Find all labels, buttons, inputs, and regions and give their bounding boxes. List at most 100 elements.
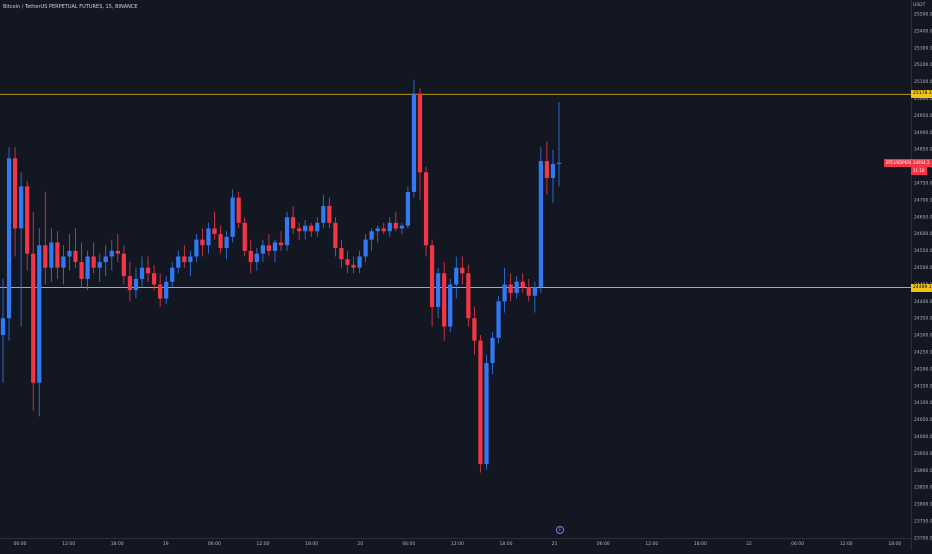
candle-body[interactable] (502, 284, 507, 302)
candle-body[interactable] (417, 93, 423, 173)
candle-body[interactable] (327, 205, 332, 223)
candle-body[interactable] (230, 197, 235, 237)
candle-body[interactable] (454, 267, 459, 285)
candle-body[interactable] (532, 287, 537, 296)
candle-body[interactable] (448, 284, 453, 327)
candle-body[interactable] (333, 222, 338, 249)
candle-body[interactable] (514, 281, 519, 293)
candle-body[interactable] (478, 340, 483, 465)
candle-body[interactable] (242, 222, 247, 251)
candle-body[interactable] (339, 248, 344, 260)
candle-body[interactable] (260, 245, 265, 254)
candle-body[interactable] (182, 256, 187, 263)
candle-body[interactable] (393, 222, 398, 229)
candle-body[interactable] (49, 242, 54, 268)
candle-body[interactable] (466, 273, 471, 319)
candle-body[interactable] (127, 276, 133, 291)
candle-body[interactable] (25, 186, 30, 254)
y-tick-label: 24900.0 (914, 130, 932, 136)
event-marker-icon[interactable]: E (556, 526, 564, 534)
candle-body[interactable] (194, 239, 199, 257)
candle-body[interactable] (538, 161, 543, 288)
candle-body[interactable] (206, 228, 211, 246)
candle-body[interactable] (460, 267, 465, 274)
candle-body[interactable] (484, 363, 489, 465)
candle-body[interactable] (218, 234, 223, 249)
candle-body[interactable] (297, 228, 302, 232)
candle-body[interactable] (37, 245, 42, 383)
candle-body[interactable] (508, 284, 513, 293)
candle-body[interactable] (236, 197, 241, 223)
candle-body[interactable] (520, 281, 525, 288)
candle-body[interactable] (345, 259, 350, 265)
candle-body[interactable] (411, 93, 417, 192)
candle-body[interactable] (363, 239, 368, 257)
candle-body[interactable] (303, 225, 308, 232)
candle-body[interactable] (91, 256, 96, 268)
candle-body[interactable] (31, 253, 36, 383)
candle-body[interactable] (73, 250, 78, 263)
candle-body[interactable] (248, 250, 253, 263)
candle-body[interactable] (158, 284, 163, 299)
candle-body[interactable] (375, 228, 380, 232)
candle-body[interactable] (43, 245, 48, 268)
candle-body[interactable] (423, 172, 429, 246)
y-tick-label: 24750.0 (914, 181, 932, 187)
candle-body[interactable] (212, 228, 217, 235)
candle-body[interactable] (97, 262, 102, 268)
candle-body[interactable] (188, 256, 193, 263)
candle-body[interactable] (79, 262, 84, 279)
candle-body[interactable] (164, 281, 169, 299)
candle-body[interactable] (145, 267, 151, 274)
candle-body[interactable] (369, 231, 374, 240)
candle-body[interactable] (381, 228, 386, 232)
candle-body[interactable] (526, 287, 531, 296)
candle-body[interactable] (315, 222, 320, 232)
candle-body[interactable] (19, 186, 24, 229)
candle-body[interactable] (278, 242, 284, 246)
candle-body[interactable] (121, 253, 126, 277)
candle-body[interactable] (490, 337, 495, 364)
candle-body[interactable] (67, 250, 72, 257)
candle-body[interactable] (436, 273, 441, 307)
candle-body[interactable] (61, 256, 66, 268)
candle-body[interactable] (176, 256, 181, 268)
candle-body[interactable] (115, 250, 120, 254)
candle-body[interactable] (351, 264, 356, 268)
time-axis-border (0, 538, 911, 539)
candle-body[interactable] (550, 163, 556, 178)
candle-body[interactable] (496, 301, 501, 338)
candle-body[interactable] (266, 245, 272, 251)
candle-body[interactable] (556, 162, 562, 164)
candle-body[interactable] (442, 273, 447, 327)
candle-body[interactable] (151, 273, 157, 285)
candle-body[interactable] (399, 225, 404, 229)
candle-body[interactable] (284, 217, 290, 246)
candle-body[interactable] (0, 318, 6, 336)
candle-body[interactable] (103, 256, 108, 263)
candle-body[interactable] (309, 225, 314, 232)
candle-body[interactable] (200, 239, 205, 246)
candle-body[interactable] (109, 250, 114, 257)
candle-body[interactable] (544, 161, 550, 178)
candle-body[interactable] (139, 267, 145, 279)
candle-body[interactable] (6, 158, 12, 319)
candle-body[interactable] (357, 256, 362, 268)
candle-body[interactable] (429, 245, 435, 307)
candle-body[interactable] (170, 267, 175, 282)
candle-body[interactable] (224, 236, 229, 249)
candle-body[interactable] (133, 278, 139, 291)
x-tick-label: 18:00 (500, 541, 513, 547)
candle-body[interactable] (254, 253, 259, 263)
candle-body[interactable] (290, 217, 296, 229)
candle-body[interactable] (387, 222, 392, 232)
candle-body[interactable] (12, 158, 18, 229)
candle-body[interactable] (472, 318, 477, 341)
candle-body[interactable] (405, 191, 411, 226)
candle-body[interactable] (55, 242, 60, 268)
candle-body[interactable] (85, 256, 90, 279)
candle-body[interactable] (321, 205, 326, 223)
candle-body[interactable] (272, 242, 278, 251)
